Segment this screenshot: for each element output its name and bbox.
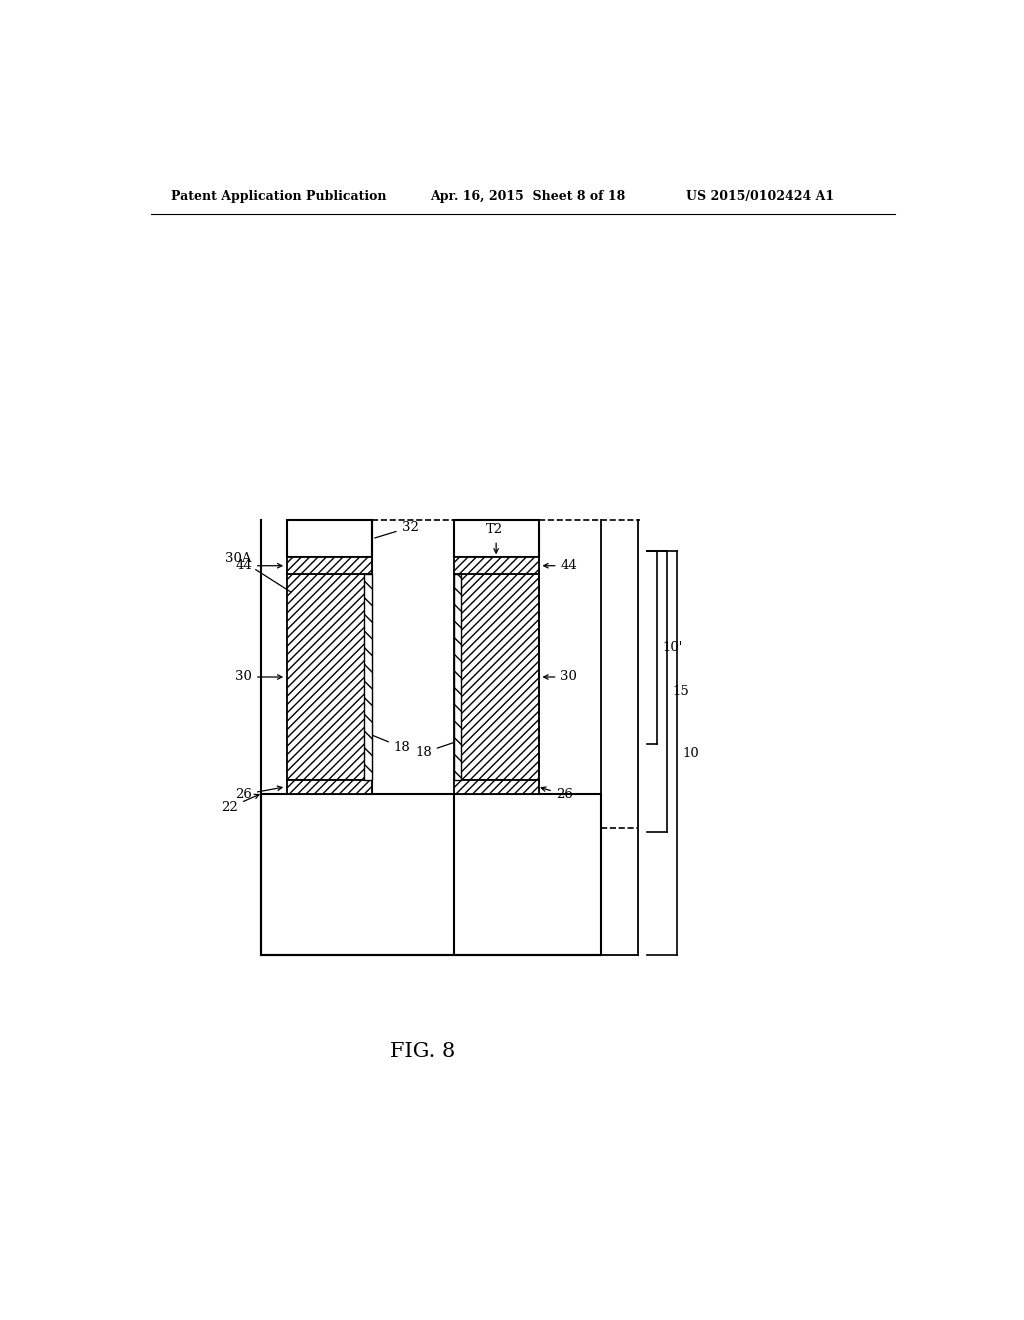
Bar [365,574,372,780]
Bar [287,557,372,574]
Bar [287,574,372,780]
Text: 18: 18 [415,742,455,759]
Bar [287,780,372,793]
Text: 30: 30 [544,671,578,684]
Bar [454,574,461,780]
Bar [454,557,539,574]
Text: 32: 32 [375,520,419,539]
Bar [454,780,539,793]
Text: FIG. 8: FIG. 8 [390,1041,455,1061]
Text: 30A: 30A [225,552,291,591]
Bar [454,520,539,557]
Text: Apr. 16, 2015  Sheet 8 of 18: Apr. 16, 2015 Sheet 8 of 18 [430,190,626,203]
Bar [454,574,539,780]
Bar [287,520,372,557]
Text: 44: 44 [544,560,578,573]
Text: US 2015/0102424 A1: US 2015/0102424 A1 [686,190,835,203]
Text: Patent Application Publication: Patent Application Publication [171,190,386,203]
Bar [261,793,601,956]
Text: 18: 18 [371,735,411,754]
Text: 26: 26 [236,787,282,801]
Text: T2: T2 [486,523,503,536]
Text: 10': 10' [663,640,683,653]
Text: 22: 22 [221,795,259,814]
Text: 30: 30 [236,671,282,684]
Text: 15: 15 [673,685,689,698]
Text: 44: 44 [236,560,282,573]
Text: 10: 10 [683,747,699,760]
Text: 26: 26 [542,787,572,801]
